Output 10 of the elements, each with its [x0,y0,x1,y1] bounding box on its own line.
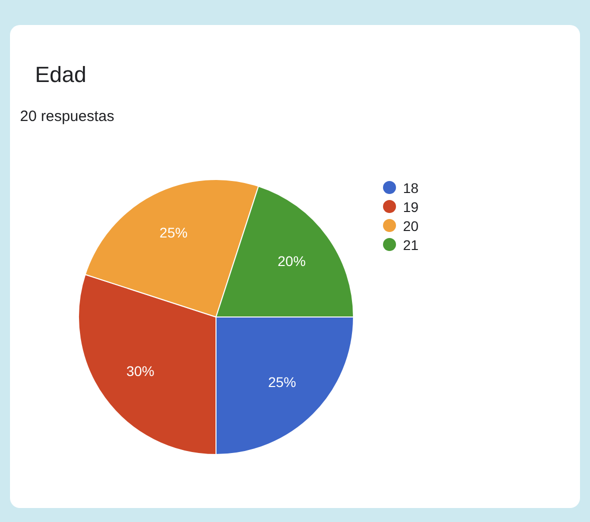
legend-label: 19 [403,198,419,214]
chart-subtitle: 20 respuestas [20,108,114,125]
legend-label: 21 [403,236,419,252]
legend-label: 18 [403,180,419,196]
data-label: 30% [126,362,154,379]
data-label: 25% [160,224,188,241]
data-label: 20% [278,252,306,269]
chart-title: Edad [35,62,86,88]
data-label: 25% [268,374,296,390]
legend-label: 20 [403,218,419,234]
